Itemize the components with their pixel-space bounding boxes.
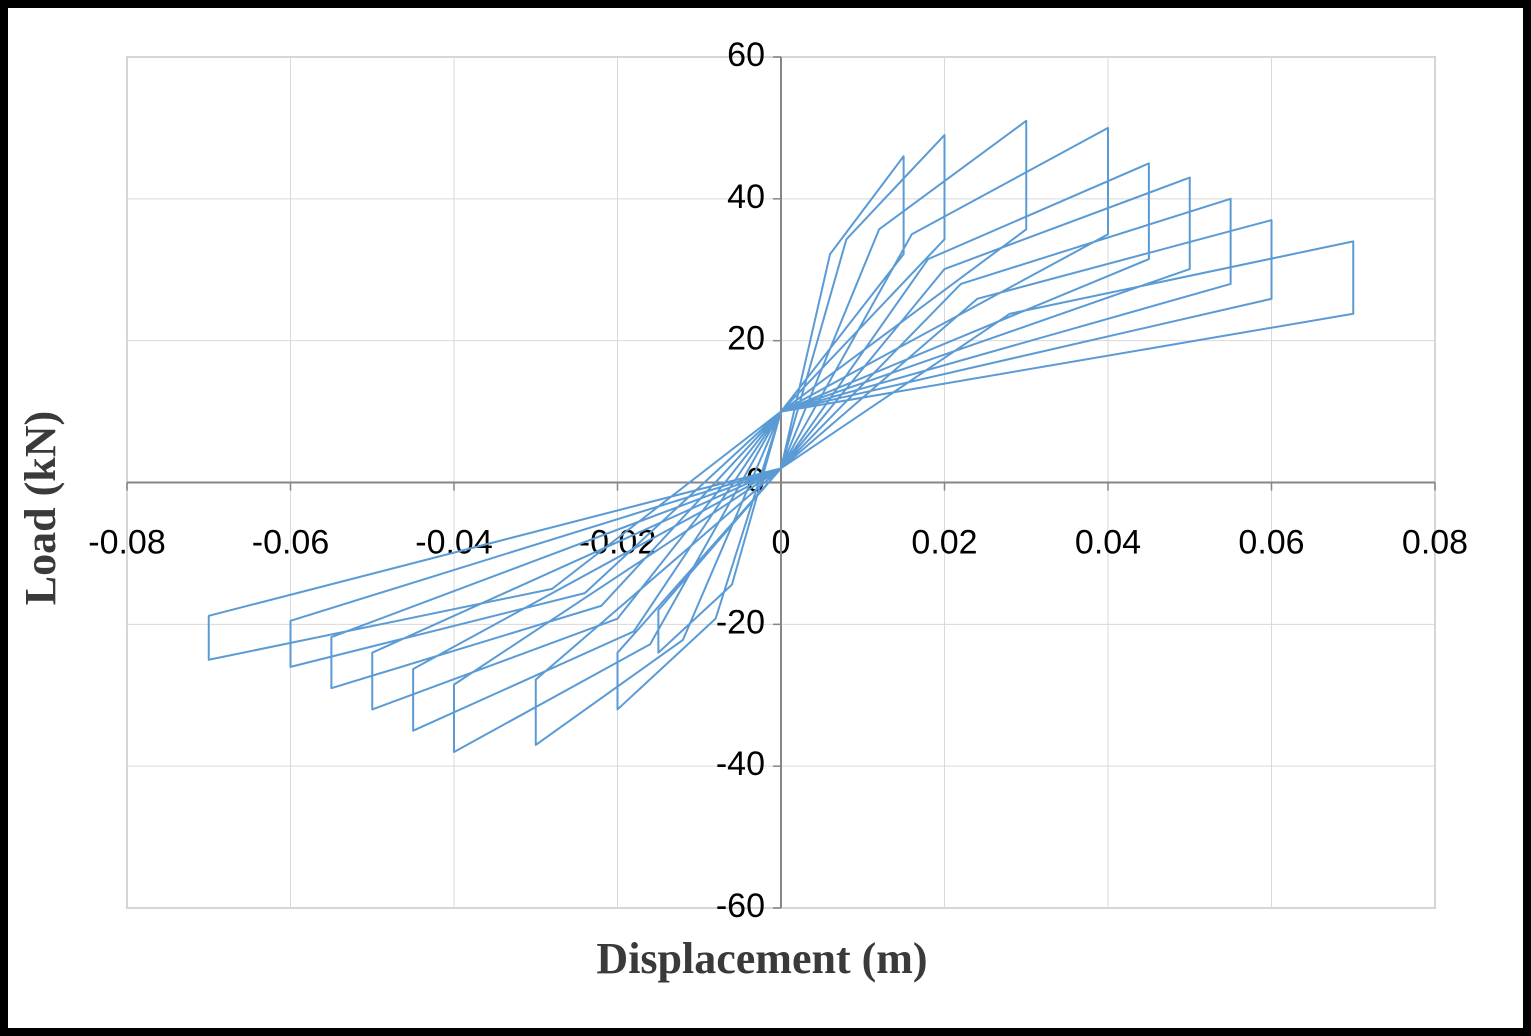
x-tick-label: -0.08 — [88, 523, 166, 561]
y-tick-label: -40 — [716, 745, 765, 783]
x-tick-label: 0.02 — [911, 523, 977, 561]
data-line — [207, 119, 1355, 753]
x-tick-label: -0.04 — [415, 523, 493, 561]
x-axis-title: Displacement (m) — [596, 934, 927, 983]
x-tick-label: 0.06 — [1238, 523, 1304, 561]
y-tick-label: 40 — [727, 178, 765, 216]
y-tick-label: 20 — [727, 320, 765, 358]
x-tick-label: -0.06 — [252, 523, 330, 561]
x-tick-label: 0.04 — [1075, 523, 1141, 561]
x-tick-label: 0.08 — [1402, 523, 1468, 561]
y-axis-title: Load (kN) — [16, 411, 65, 605]
y-tick-label: -20 — [716, 603, 765, 641]
y-tick-label: -60 — [716, 887, 765, 925]
y-tick-label: 60 — [727, 36, 765, 74]
